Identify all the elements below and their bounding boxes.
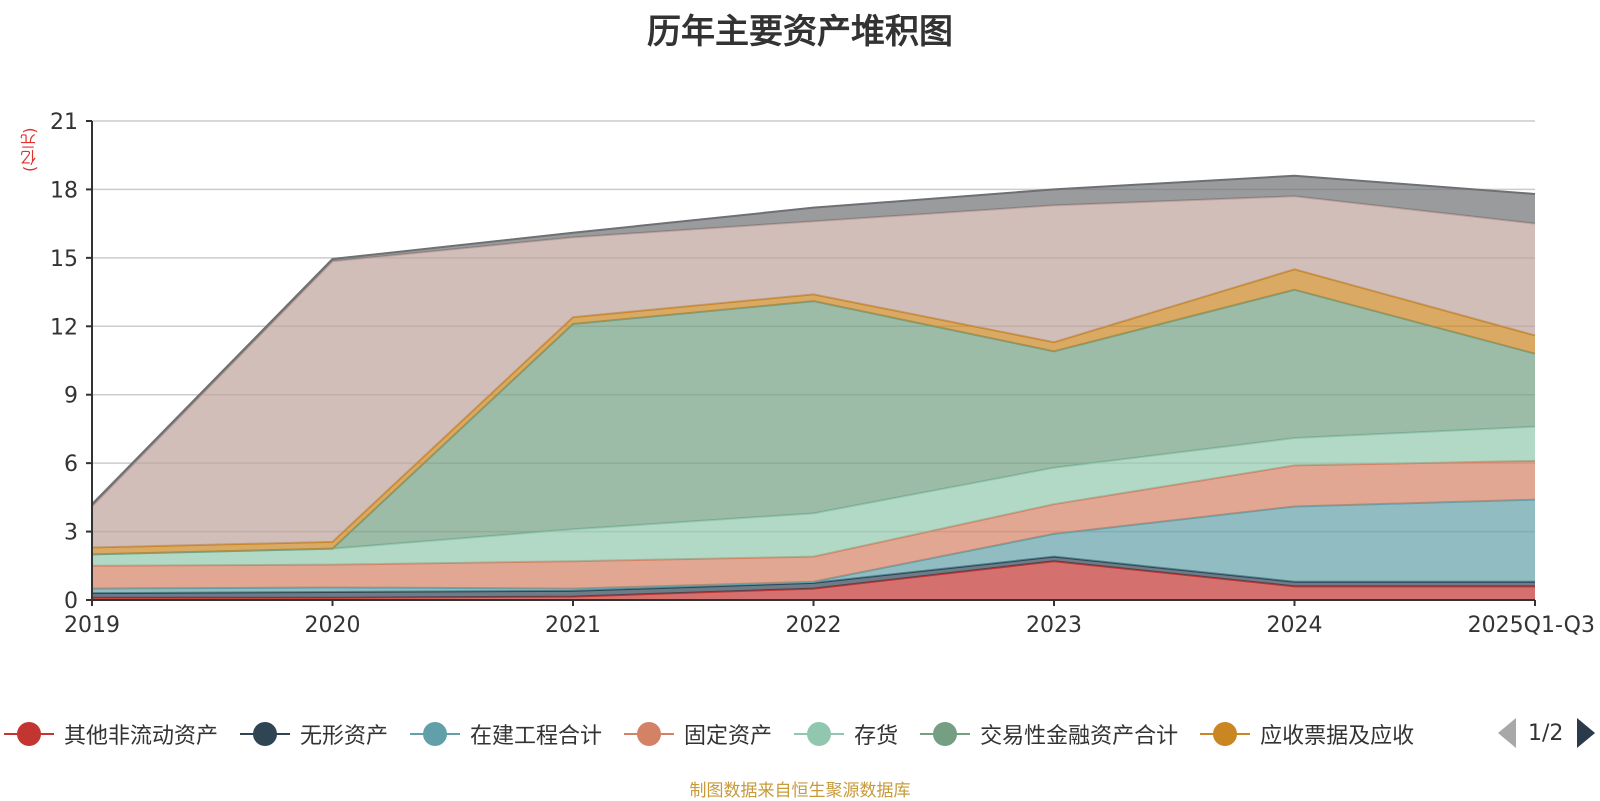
x-tick-label-6: 2025Q1-Q3 (1468, 613, 1595, 638)
legend-marker-dot (637, 722, 662, 746)
legend-item-2[interactable]: 在建工程合计 (410, 718, 602, 750)
y-tick-label-1: 3 (64, 521, 78, 546)
legend: 其他非流动资产 无形资产 在建工程合计 固定资产 存货 交易性金融资产合计 应收票据及应收 (0, 714, 1600, 754)
legend-next-page-icon[interactable] (1577, 718, 1596, 748)
y-tick-label-2: 6 (64, 452, 78, 477)
x-tick-label-3: 2022 (786, 613, 842, 638)
y-tick-label-3: 9 (64, 384, 78, 409)
y-tick-label-7: 21 (50, 110, 78, 135)
area-series-4 (92, 426, 1535, 566)
legend-item-1[interactable]: 无形资产 (240, 718, 388, 750)
x-tick-label-5: 2024 (1267, 613, 1323, 638)
area-series-3 (92, 460, 1535, 589)
legend-marker-icon (1200, 722, 1251, 746)
legend-marker-dot (17, 722, 41, 746)
legend-marker-dot (933, 722, 958, 746)
x-tick-label-1: 2020 (305, 613, 361, 638)
y-tick-label-5: 15 (50, 247, 78, 272)
chart-title: 历年主要资产堆积图 (647, 12, 953, 52)
y-tick-label-4: 12 (50, 315, 78, 340)
legend-item-4[interactable]: 存货 (794, 718, 898, 750)
axis-layer: 0 3 6 9 12 15 18 21 2019 2020 2021 2022 2023 2024 2025… (50, 110, 1595, 638)
legend-label: 其他非流动资产 (64, 724, 219, 749)
area-series-0 (92, 561, 1535, 600)
area-series-8-line (91, 174, 1536, 505)
area-series-6 (92, 269, 1535, 555)
legend-page-indicator: 1/2 (1528, 720, 1564, 746)
legend-marker-icon (920, 722, 971, 746)
legend-marker-icon (624, 722, 675, 746)
legend-marker-icon (240, 722, 291, 746)
legend-marker-dot (1213, 722, 1238, 746)
legend-marker-icon (794, 722, 845, 746)
legend-marker-dot (423, 722, 448, 746)
legend-label: 交易性金融资产合计 (980, 724, 1179, 749)
legend-item-5[interactable]: 交易性金融资产合计 (920, 718, 1178, 750)
legend-label: 固定资产 (684, 724, 773, 749)
y-tick-label-0: 0 (64, 589, 78, 614)
x-tick-label-4: 2023 (1026, 613, 1082, 638)
legend-item-6[interactable]: 应收票据及应收 (1200, 718, 1414, 750)
legend-prev-page-icon[interactable] (1498, 718, 1516, 748)
legend-marker-dot (253, 722, 278, 746)
legend-label: 应收票据及应收 (1260, 724, 1415, 749)
legend-marker-icon (410, 722, 461, 746)
data-source-note: 制图数据来自恒生聚源数据库 (689, 781, 911, 801)
area-series-7 (92, 196, 1535, 548)
x-tick-label-2: 2021 (545, 613, 601, 638)
legend-label: 存货 (854, 724, 899, 749)
y-tick-label-6: 18 (50, 178, 78, 203)
legend-label: 在建工程合计 (470, 724, 603, 749)
area-layer (91, 174, 1536, 600)
area-series-5 (92, 289, 1535, 555)
area-series-2 (92, 499, 1535, 594)
legend-item-0[interactable]: 其他非流动资产 (4, 718, 218, 750)
legend-marker-dot (807, 722, 832, 746)
legend-label: 无形资产 (300, 724, 389, 749)
x-tick-label-0: 2019 (64, 613, 120, 638)
legend-pager: 1/2 (1498, 718, 1596, 748)
legend-marker-icon (4, 722, 54, 746)
legend-item-3[interactable]: 固定资产 (624, 718, 772, 750)
